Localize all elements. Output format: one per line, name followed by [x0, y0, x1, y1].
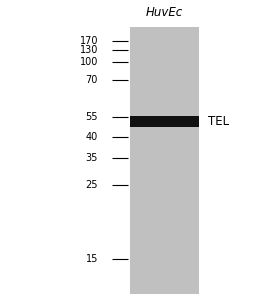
Text: TEL: TEL [208, 115, 230, 128]
Text: 130: 130 [79, 45, 98, 55]
Text: 100: 100 [79, 57, 98, 67]
Text: 170: 170 [79, 36, 98, 46]
Text: 70: 70 [86, 75, 98, 85]
Bar [130, 116, 199, 127]
Text: 15: 15 [86, 254, 98, 264]
Text: HuvEc: HuvEc [146, 7, 183, 20]
Text: 40: 40 [86, 132, 98, 142]
Text: 25: 25 [86, 180, 98, 190]
Text: 55: 55 [86, 112, 98, 122]
Bar [130, 27, 199, 294]
Text: 35: 35 [86, 153, 98, 163]
